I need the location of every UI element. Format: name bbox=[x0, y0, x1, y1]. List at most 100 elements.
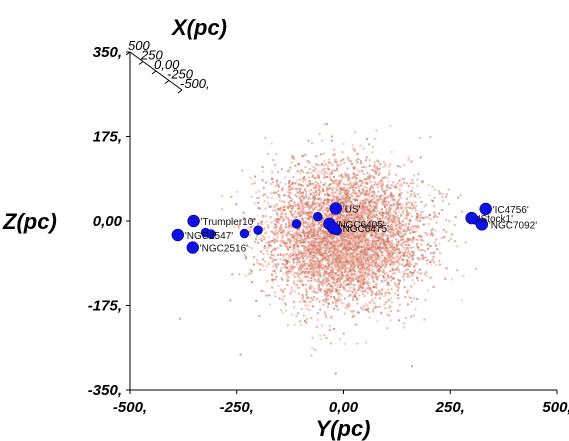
field-star bbox=[364, 240, 367, 243]
field-star bbox=[364, 277, 367, 280]
field-star bbox=[376, 209, 379, 212]
field-star bbox=[289, 266, 292, 269]
field-star bbox=[413, 231, 416, 233]
field-star bbox=[301, 264, 304, 267]
field-star bbox=[286, 261, 289, 264]
field-star bbox=[375, 232, 378, 235]
field-star bbox=[417, 213, 420, 216]
field-star bbox=[361, 281, 364, 284]
field-star bbox=[404, 224, 407, 227]
field-star bbox=[413, 192, 416, 195]
field-star bbox=[336, 185, 339, 188]
field-star bbox=[277, 193, 280, 196]
field-star bbox=[286, 270, 289, 273]
field-star bbox=[333, 181, 336, 184]
field-star bbox=[328, 255, 331, 258]
field-star bbox=[289, 255, 292, 258]
field-star bbox=[370, 220, 373, 223]
field-star bbox=[326, 189, 328, 192]
field-star bbox=[311, 267, 314, 270]
field-star bbox=[331, 188, 334, 191]
field-star bbox=[305, 317, 308, 320]
field-star bbox=[267, 263, 270, 266]
field-star bbox=[350, 221, 353, 224]
field-star bbox=[326, 266, 329, 269]
field-star bbox=[359, 271, 362, 274]
field-star bbox=[347, 179, 349, 181]
field-star bbox=[397, 268, 400, 271]
field-star bbox=[363, 271, 366, 274]
field-star bbox=[320, 219, 323, 222]
field-star bbox=[405, 258, 408, 261]
field-star bbox=[360, 238, 363, 241]
field-star bbox=[304, 166, 307, 169]
field-star bbox=[358, 170, 361, 173]
field-star bbox=[250, 272, 252, 275]
field-star bbox=[426, 216, 429, 219]
field-star bbox=[357, 259, 360, 262]
field-star bbox=[383, 273, 386, 276]
field-star bbox=[350, 271, 353, 274]
field-star bbox=[385, 215, 388, 218]
field-star bbox=[348, 197, 351, 200]
field-star bbox=[390, 184, 393, 187]
field-star bbox=[284, 215, 287, 218]
field-star bbox=[302, 196, 305, 199]
field-star bbox=[388, 246, 391, 249]
field-star bbox=[282, 218, 285, 221]
field-star bbox=[335, 304, 338, 307]
field-star bbox=[358, 257, 361, 260]
field-star bbox=[261, 235, 264, 237]
field-star bbox=[311, 231, 314, 234]
field-star bbox=[404, 265, 407, 268]
field-star bbox=[338, 174, 341, 177]
field-star bbox=[404, 232, 407, 235]
field-star bbox=[421, 181, 424, 184]
field-star bbox=[335, 241, 338, 244]
field-star bbox=[389, 258, 392, 260]
field-star bbox=[267, 224, 270, 226]
field-star bbox=[379, 226, 382, 229]
field-star bbox=[287, 191, 289, 194]
field-star bbox=[379, 181, 382, 184]
field-star bbox=[383, 161, 385, 164]
field-star bbox=[346, 225, 348, 228]
field-star bbox=[415, 215, 418, 218]
field-star bbox=[319, 204, 322, 207]
field-star bbox=[300, 237, 303, 240]
field-star bbox=[286, 274, 289, 277]
field-star bbox=[369, 180, 372, 183]
field-star bbox=[403, 177, 406, 180]
field-star bbox=[345, 227, 348, 230]
field-star bbox=[374, 137, 377, 140]
field-star bbox=[316, 241, 319, 244]
field-star bbox=[411, 271, 414, 274]
field-star bbox=[343, 230, 346, 233]
field-star bbox=[389, 319, 392, 322]
field-star bbox=[365, 259, 368, 262]
field-star bbox=[300, 271, 303, 274]
field-star bbox=[334, 196, 337, 199]
field-star bbox=[359, 193, 362, 196]
field-star bbox=[382, 229, 385, 231]
field-star bbox=[353, 246, 356, 249]
field-star bbox=[325, 291, 328, 294]
field-star bbox=[310, 241, 313, 244]
field-star bbox=[464, 241, 467, 244]
field-star bbox=[345, 274, 348, 277]
field-star bbox=[257, 206, 260, 209]
field-star bbox=[305, 293, 308, 296]
field-star bbox=[371, 187, 374, 190]
field-star bbox=[343, 172, 346, 175]
field-star bbox=[389, 232, 392, 235]
field-star bbox=[355, 193, 358, 196]
field-star bbox=[363, 290, 366, 293]
field-star bbox=[315, 298, 318, 300]
field-star bbox=[366, 263, 369, 265]
field-star bbox=[373, 183, 376, 186]
field-star bbox=[292, 249, 295, 252]
field-star bbox=[317, 201, 320, 204]
field-star bbox=[339, 255, 342, 258]
field-star bbox=[395, 203, 398, 206]
field-star bbox=[402, 234, 405, 237]
